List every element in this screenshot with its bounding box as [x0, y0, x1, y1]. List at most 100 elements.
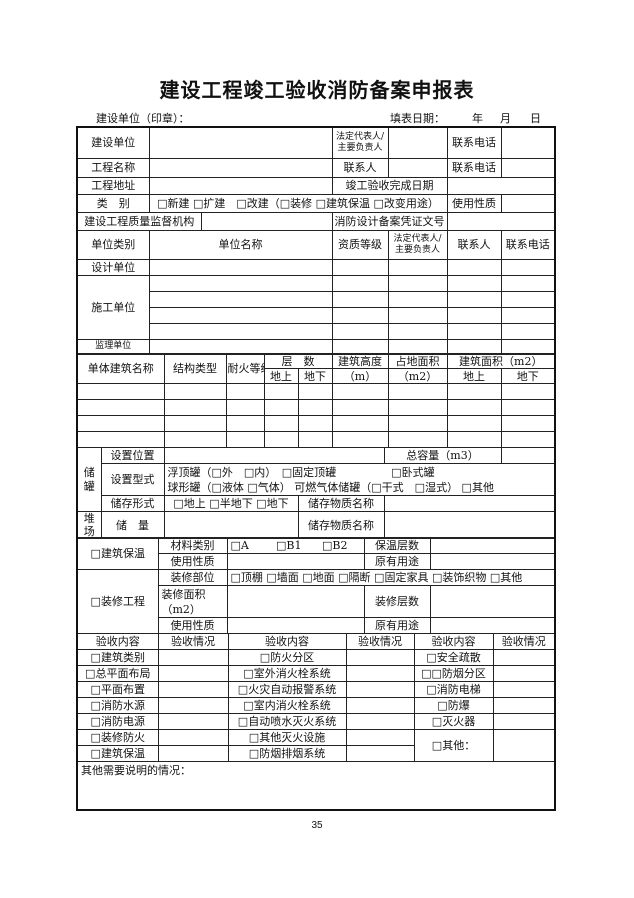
acc-item[interactable]: □火灾自动报警系统: [227, 681, 347, 698]
unit-design: 设计单位: [76, 258, 150, 276]
build-unit-field[interactable]: [148, 126, 333, 159]
label-decoration-parts: 装修部位: [157, 569, 228, 586]
label-amount: 储 量: [100, 511, 165, 539]
notes-field[interactable]: 其他需要说明的情况：: [76, 761, 556, 810]
label-yard-material-name: 储存物质名称: [297, 511, 385, 539]
decoration-layers-field[interactable]: [429, 585, 556, 618]
acc-item[interactable]: □防爆: [413, 697, 494, 714]
insulation-usage-field[interactable]: [226, 553, 365, 570]
category-options[interactable]: □新建 □扩建 □改建（□装修 □建筑保温 □改变用途）: [148, 193, 448, 213]
acc-item[interactable]: □装修防火: [76, 729, 159, 746]
completion-date-field[interactable]: [446, 176, 556, 195]
address-field[interactable]: [148, 176, 333, 195]
acc-status-header-1: 验收情况: [157, 633, 229, 650]
label-project-name: 工程名称: [76, 157, 150, 178]
acc-item[interactable]: □消防电梯: [413, 681, 494, 698]
location-field[interactable]: [163, 447, 385, 464]
storage-section: 储罐 设置位置 总容量（m3） 设置型式 浮顶罐（□外 □内） □固定顶罐 □卧…: [76, 447, 556, 539]
acceptance-section: 验收内容 验收情况 验收内容 验收情况 验收内容 验收情况 □建筑类别 □防火分区…: [76, 633, 556, 811]
usage-field[interactable]: [500, 193, 556, 213]
label-legal-rep: 法定代表人/主要负责人: [331, 126, 389, 159]
acc-item[interactable]: □自动喷水灭火系统: [227, 713, 347, 730]
label-address: 工程地址: [76, 176, 150, 195]
building-row: [76, 383, 556, 400]
insulation-layers-field[interactable]: [429, 537, 556, 554]
material-name-field[interactable]: [383, 495, 556, 512]
capacity-field[interactable]: [500, 447, 556, 464]
page-title: 建设工程竣工验收消防备案申报表: [159, 78, 475, 102]
height-unit: （m）: [331, 368, 389, 384]
contact-field[interactable]: [387, 157, 448, 178]
label-material: 材料类别: [157, 537, 228, 554]
label-design-record-no: 消防设计备案凭证文号: [331, 211, 448, 231]
insulation-original-use-field[interactable]: [429, 553, 556, 570]
units-header-grade: 资质等级: [331, 229, 389, 260]
label-decoration-area: 装修面积（m2）: [157, 585, 228, 618]
acc-item[interactable]: □消防水源: [76, 697, 159, 714]
form-options[interactable]: □地上 □半地下 □地下: [163, 495, 299, 512]
acc-content-header-2: 验收内容: [227, 633, 347, 650]
insulation-decoration-section: □建筑保温 材料类别 □A □B1 □B2 保温层数 使用性质 原有用途 □装修…: [76, 537, 556, 634]
label-phone: 联系电话: [446, 126, 502, 159]
acc-item[interactable]: □其他：: [413, 729, 494, 762]
insulation-checkbox[interactable]: □建筑保温: [76, 537, 159, 570]
year-label: 年: [472, 112, 483, 125]
decoration-original-use-field[interactable]: [429, 617, 556, 634]
grade-b2-checkbox[interactable]: □B2: [319, 537, 365, 554]
bld-fire-rating-header: 耐火等级: [225, 353, 265, 384]
bld-floors-header: 层 数: [263, 353, 333, 369]
building-row: [76, 399, 556, 416]
label-contact: 联系人: [331, 157, 389, 178]
units-header-phone: 联系电话: [500, 229, 556, 260]
acc-item[interactable]: □平面布置: [76, 681, 159, 698]
acc-item[interactable]: □建筑保温: [76, 745, 159, 762]
yard-material-name-field[interactable]: [383, 511, 556, 539]
grade-b1-checkbox[interactable]: □B1: [273, 537, 319, 554]
acc-item[interactable]: □防烟排烟系统: [227, 745, 347, 762]
month-label: 月: [500, 112, 511, 125]
acc-item[interactable]: □□防烟分区: [413, 665, 494, 682]
label-form: 储存形式: [100, 495, 165, 512]
bld-height-header: 建筑高度: [331, 353, 389, 369]
phone-field[interactable]: [500, 126, 556, 159]
label-insulation-usage: 使用性质: [157, 553, 228, 570]
label-quality-agency: 建设工程质量监督机构: [76, 211, 202, 231]
yard-label: 堆场: [76, 511, 102, 539]
decoration-area-field[interactable]: [226, 585, 365, 618]
units-header-name: 单位名称: [148, 229, 333, 260]
label-insulation-original-use: 原有用途: [363, 553, 431, 570]
phone-field-2[interactable]: [500, 157, 556, 178]
decoration-parts-options[interactable]: □顶棚 □墙面 □地面 □隔断 □固定家具 □装饰织物 □其他: [226, 569, 556, 586]
design-record-no-field[interactable]: [446, 211, 556, 231]
unit-construction: 施工单位: [76, 274, 150, 340]
quality-agency-field[interactable]: [200, 211, 333, 231]
label-decoration-original-use: 原有用途: [363, 617, 431, 634]
tank-type-options-2[interactable]: 球形罐（□液体 □气体） 可燃气体储罐（□干式 □湿式） □其他: [167, 480, 494, 494]
acc-item[interactable]: □消防电源: [76, 713, 159, 730]
label-material-name: 储存物质名称: [297, 495, 385, 512]
area-below: 地下: [500, 368, 556, 384]
amount-field[interactable]: [163, 511, 299, 539]
acc-item[interactable]: □其他灭火设施: [227, 729, 347, 746]
acc-item[interactable]: □室外消火栓系统: [227, 665, 347, 682]
area-above: 地上: [446, 368, 502, 384]
acc-item[interactable]: □防火分区: [227, 649, 347, 666]
tank-type-options-1[interactable]: 浮顶罐（□外 □内） □固定顶罐 □卧式罐: [167, 465, 435, 479]
project-name-field[interactable]: [148, 157, 333, 178]
label-category: 类 别: [76, 193, 150, 213]
legal-rep-field[interactable]: [387, 126, 448, 159]
unit-seal-label: 建设单位（印章）：: [96, 112, 190, 125]
bld-structure-header: 结构类型: [163, 353, 227, 384]
acc-item[interactable]: □总平面布局: [76, 665, 159, 682]
grade-a-checkbox[interactable]: □A: [226, 537, 273, 554]
acc-item[interactable]: □安全疏散: [413, 649, 494, 666]
notes-label: 其他需要说明的情况：: [81, 764, 191, 777]
acc-item[interactable]: □室内消火栓系统: [227, 697, 347, 714]
decoration-usage-field[interactable]: [226, 617, 365, 634]
acc-item[interactable]: □灭火器: [413, 713, 494, 730]
acc-item[interactable]: □建筑类别: [76, 649, 159, 666]
bld-name-header: 单体建筑名称: [76, 353, 165, 384]
label-insulation-layers: 保温层数: [363, 537, 431, 554]
decoration-checkbox[interactable]: □装修工程: [76, 569, 159, 634]
label-phone-2: 联系电话: [446, 157, 502, 178]
